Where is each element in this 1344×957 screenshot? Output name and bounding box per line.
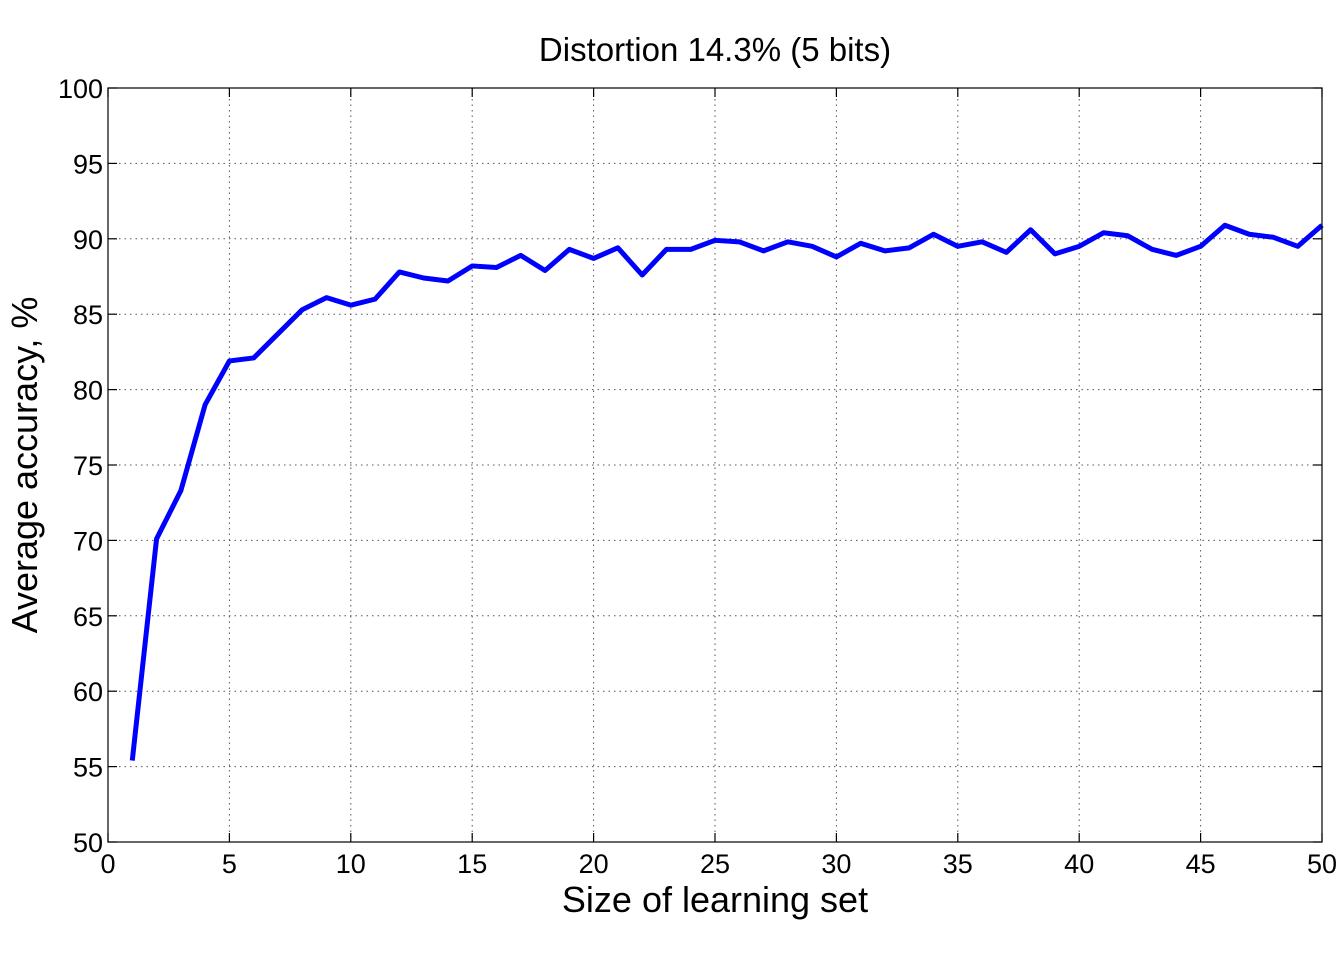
x-tick-label: 40: [1064, 849, 1094, 879]
y-tick-label: 75: [73, 451, 103, 481]
x-axis-label: Size of learning set: [562, 879, 868, 920]
x-tick-label: 25: [700, 849, 730, 879]
x-tick-label: 50: [1307, 849, 1337, 879]
y-tick-label: 100: [58, 74, 103, 104]
x-tick-label: 15: [457, 849, 487, 879]
x-tick-label: 5: [222, 849, 237, 879]
y-tick-label: 95: [73, 149, 103, 179]
x-tick-label: 30: [821, 849, 851, 879]
x-tick-label: 10: [336, 849, 366, 879]
y-tick-label: 90: [73, 225, 103, 255]
y-tick-label: 70: [73, 526, 103, 556]
y-tick-label: 55: [73, 753, 103, 783]
y-tick-label: 80: [73, 376, 103, 406]
x-tick-label: 0: [100, 849, 115, 879]
y-tick-label: 85: [73, 300, 103, 330]
y-tick-label: 50: [73, 828, 103, 858]
y-axis-label: Average accuracy, %: [4, 297, 45, 634]
chart-title: Distortion 14.3% (5 bits): [539, 31, 891, 68]
y-tick-label: 60: [73, 677, 103, 707]
x-tick-label: 35: [943, 849, 973, 879]
x-tick-label: 45: [1186, 849, 1216, 879]
y-tick-label: 65: [73, 602, 103, 632]
series-layer: [129, 222, 1324, 761]
x-tick-label: 20: [579, 849, 609, 879]
axis-ticks: 0 5 10 15 20 25 30 35 40 45 50 50 55 60 65 70 75 80 85 90 95…: [58, 74, 1337, 879]
grid-lines: [108, 88, 1322, 842]
series-line: [129, 222, 1324, 761]
